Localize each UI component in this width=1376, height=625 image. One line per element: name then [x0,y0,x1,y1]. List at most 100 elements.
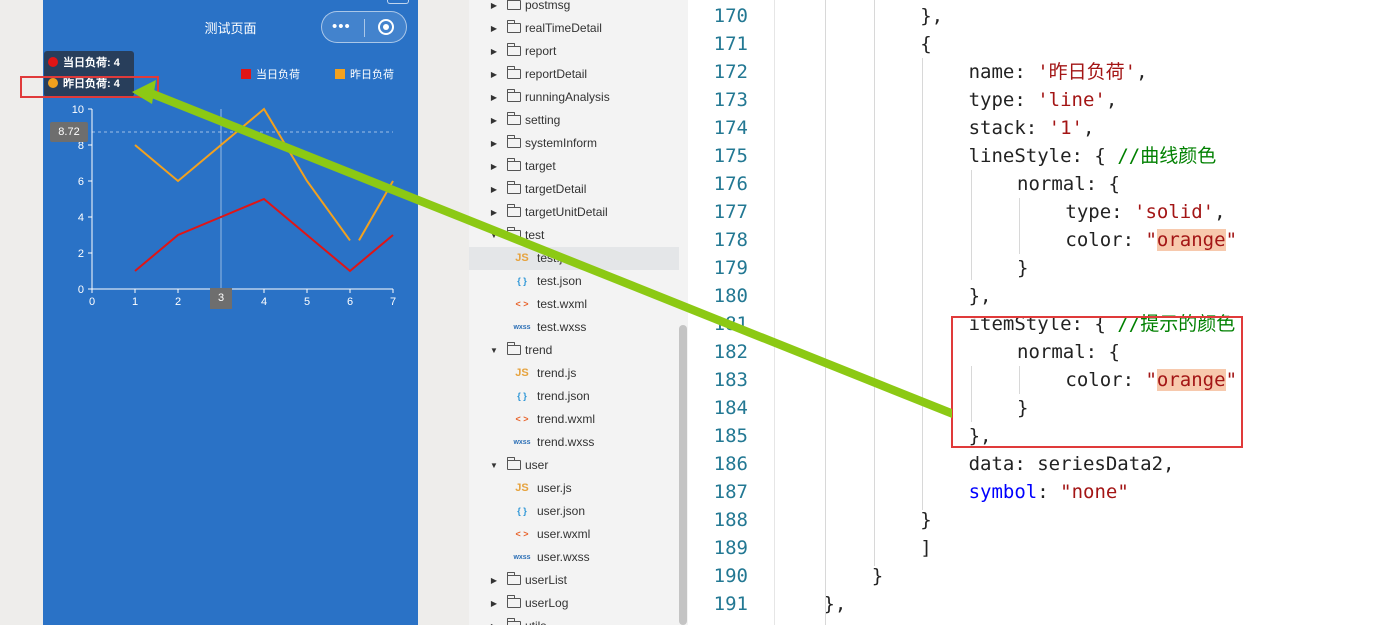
tree-file[interactable]: JS test.js [469,247,679,270]
indent-guide [873,0,875,566]
tree-file[interactable]: wxss trend.wxss [469,431,679,454]
tree-folder[interactable]: ▶ userList [469,569,679,592]
code-line[interactable]: } [872,562,883,590]
tree-file[interactable]: wxss test.wxss [469,316,679,339]
code-line[interactable]: }, [823,590,846,618]
token: name: [968,61,1038,83]
caret-right-icon[interactable]: ▶ [490,47,498,56]
x-tick-label: 1 [132,296,138,308]
tree-file[interactable]: < > user.wxml [469,523,679,546]
code-line[interactable]: }, [920,2,943,30]
tree-folder[interactable]: ▶ systemInform [469,132,679,155]
tree-folder[interactable]: ▶ setting [469,109,679,132]
caret-right-icon[interactable]: ▶ [490,70,498,79]
tree-file[interactable]: { } test.json [469,270,679,293]
close-target-icon[interactable] [378,19,394,35]
x-tick-label: 7 [390,296,396,308]
tree-file[interactable]: < > test.wxml [469,293,679,316]
code-line[interactable]: { [920,30,931,58]
caret-right-icon[interactable]: ▶ [490,1,498,10]
tree-folder[interactable]: ▶ postmsg [469,0,679,17]
code-line[interactable]: stack: '1', [969,114,1095,142]
tree-item-label: test [525,228,545,242]
code-line[interactable]: normal: { [1017,338,1120,366]
tree-file[interactable]: JS trend.js [469,362,679,385]
line-number: 188 [713,509,748,531]
token: type: [968,89,1038,111]
tree-folder[interactable]: ▼ user [469,454,679,477]
code-line[interactable]: color: "orange" [1065,366,1237,394]
tree-item-label: systemInform [525,136,598,150]
caret-right-icon[interactable]: ▶ [490,185,498,194]
tree-item-label: userLog [525,596,569,610]
itemstyle-highlight-box [951,316,1243,448]
code-line[interactable]: ] [920,534,931,562]
token: } [1017,257,1029,279]
line-number: 185 [713,425,748,447]
token: data: seriesData2, [968,453,1175,475]
caret-right-icon[interactable]: ▶ [490,162,498,171]
y-tick-label: 0 [78,284,84,296]
code-line[interactable]: }, [969,422,992,450]
tree-folder[interactable]: ▶ targetDetail [469,178,679,201]
tree-file[interactable]: wxss user.wxss [469,546,679,569]
token: } [1017,397,1029,419]
token-str: 'solid' [1134,201,1215,223]
tree-file[interactable]: JS user.js [469,477,679,500]
code-line[interactable]: }, [969,282,992,310]
line-number: 191 [713,593,748,615]
code-line[interactable]: data: seriesData2, [969,450,1175,478]
tree-folder[interactable]: ▶ target [469,155,679,178]
more-icon[interactable]: ••• [332,18,351,35]
code-line[interactable]: } [920,506,931,534]
line-number: 184 [713,397,748,419]
tree-folder[interactable]: ▶ userLog [469,592,679,615]
tree-folder[interactable]: ▶ runningAnalysis [469,86,679,109]
caret-right-icon[interactable]: ▶ [490,139,498,148]
code-line[interactable]: } [1017,394,1028,422]
caret-down-icon[interactable]: ▼ [490,346,498,355]
js-file-icon: JS [515,252,529,264]
tree-folder[interactable]: ▼ trend [469,339,679,362]
caret-right-icon[interactable]: ▶ [490,599,498,608]
caret-down-icon[interactable]: ▼ [490,461,498,470]
code-editor[interactable]: 170 171 172 173 174 175 176 177 178 179 180 181 182 1… [688,0,1376,625]
code-line[interactable]: type: 'solid', [1065,198,1225,226]
code-line[interactable]: lineStyle: { //曲线颜色 [969,142,1217,170]
caret-down-icon[interactable]: ▼ [490,231,498,240]
folder-icon [507,158,521,171]
code-line[interactable]: color: "orange" [1065,226,1237,254]
tree-file[interactable]: < > trend.wxml [469,408,679,431]
caret-right-icon[interactable]: ▶ [490,208,498,217]
code-line[interactable]: itemStyle: { //提示的颜色 [969,310,1236,338]
legend-label: 昨日负荷 [350,67,394,81]
tree-folder[interactable]: ▶ report [469,40,679,63]
code-line[interactable]: symbol: "none" [969,478,1129,506]
code-line[interactable]: type: 'line', [969,86,1118,114]
tree-folder[interactable]: ▶ realTimeDetail [469,17,679,40]
file-explorer: ▶ postmsg ▶ realTimeDetail ▶ report ▶ reportDet… [469,0,688,625]
tree-item-label: target [525,159,556,173]
tree-file[interactable]: { } trend.json [469,385,679,408]
caret-right-icon[interactable]: ▶ [490,24,498,33]
tree-file[interactable]: { } user.json [469,500,679,523]
tree-folder[interactable]: ▶ reportDetail [469,63,679,86]
caret-right-icon[interactable]: ▶ [490,93,498,102]
code-line[interactable]: normal: { [1017,170,1120,198]
capsule-menu[interactable]: ••• [321,11,407,43]
caret-right-icon[interactable]: ▶ [490,576,498,585]
caret-right-icon[interactable]: ▶ [489,615,499,625]
explorer-scrollbar[interactable] [679,325,687,625]
tree-folder[interactable]: ▶ targetUnitDetail [469,201,679,224]
caret-right-icon[interactable]: ▶ [490,116,498,125]
tree-item-label: user.wxss [537,550,590,564]
folder-open-icon [507,457,521,470]
tree-folder[interactable]: ▶ utils [469,615,679,625]
legend-swatch [241,69,251,79]
legend-swatch [335,69,345,79]
code-line[interactable]: name: '昨日负荷', [969,58,1148,86]
folder-open-icon [507,342,521,355]
code-line[interactable]: } [1017,254,1028,282]
tree-folder[interactable]: ▼ test [469,224,679,247]
line-number: 171 [713,33,748,55]
